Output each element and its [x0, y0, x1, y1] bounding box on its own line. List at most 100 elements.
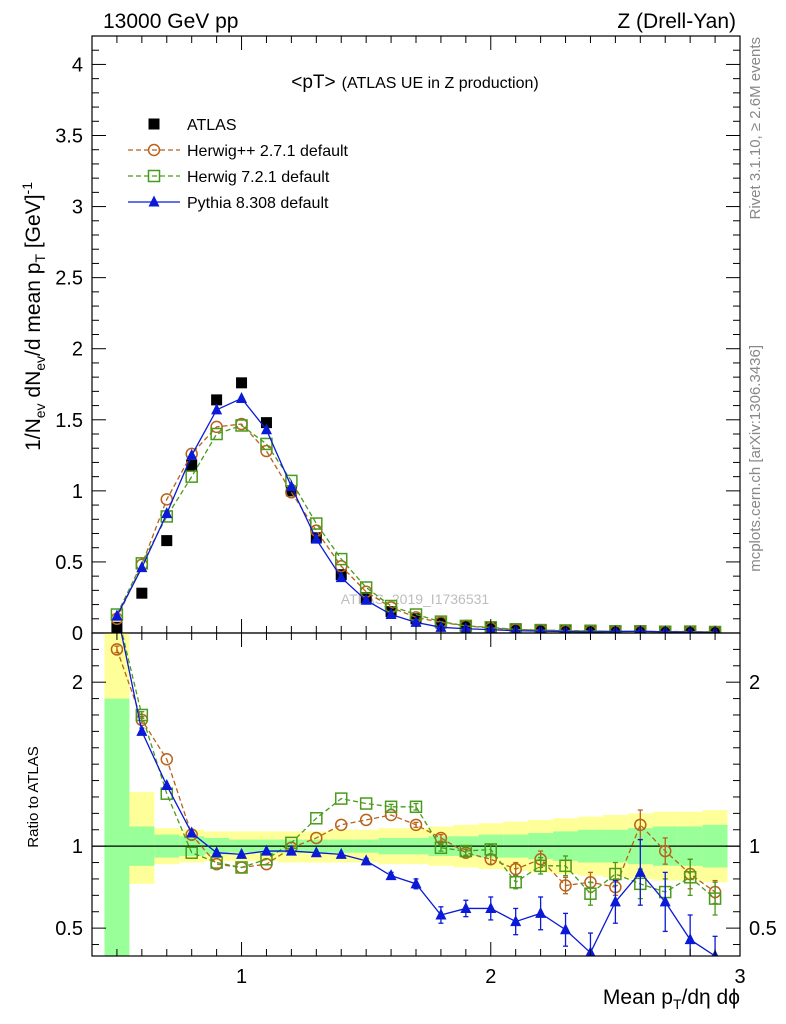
ratio-point — [560, 923, 572, 935]
ratio-point — [235, 861, 248, 874]
y-tick-label-main: 2 — [72, 339, 83, 361]
ratio-point — [559, 879, 572, 892]
x-tick-label: 3 — [734, 966, 745, 988]
legend-marker — [148, 195, 160, 207]
data-point — [236, 377, 248, 389]
legend-label: Pythia 8.308 default — [187, 195, 329, 212]
legend-marker — [147, 169, 161, 183]
ratio-point — [310, 831, 323, 845]
band-stat — [104, 698, 130, 956]
ratio-point — [459, 844, 473, 858]
ratio-point — [634, 818, 647, 832]
y-tick-label-main: 2.5 — [55, 268, 83, 290]
series-line — [116, 423, 716, 633]
data-point — [334, 552, 348, 566]
data-point — [260, 444, 273, 458]
data-point — [211, 403, 223, 415]
y-tick-label-main: 3 — [72, 197, 83, 219]
x-axis-label: Mean pT/dη dϕ — [603, 986, 740, 1012]
ratio-point — [135, 708, 149, 722]
data-point — [260, 417, 272, 429]
legend-label: Herwig++ 2.7.1 default — [187, 143, 349, 160]
data-point — [310, 517, 323, 530]
ratio-point — [584, 887, 597, 900]
ratio-point — [409, 800, 423, 814]
ratio-point — [211, 846, 223, 858]
data-point — [385, 608, 397, 620]
y-tick-label-ratio-right: 2 — [749, 672, 760, 694]
ratio-point — [509, 862, 522, 876]
y-tick-label-ratio-right: 1 — [749, 836, 760, 858]
data-point — [210, 427, 223, 441]
watermark: ATLAS_2019_I1736531 — [341, 591, 490, 607]
ratio-point — [359, 797, 373, 810]
data-point — [236, 391, 248, 403]
ratio-point — [410, 877, 422, 889]
header-left: 13000 GeV pp — [103, 10, 238, 33]
ratio-point — [609, 895, 621, 907]
ratio-point — [535, 906, 547, 918]
data-point — [161, 507, 173, 519]
side-label-top: Rivet 3.1.10, ≥ 2.6M events — [747, 37, 764, 220]
main-panel: ATLAS_2019_I1736531 0 0.5 1 1.5 2 2.5 3 3.5 4 <p… — [19, 35, 741, 645]
data-point — [136, 587, 148, 599]
ratio-point — [658, 844, 672, 858]
y-tick-label-main: 0 — [72, 623, 83, 645]
ratio-point — [186, 826, 198, 838]
ratio-line — [120, 633, 716, 956]
ratio-point — [285, 844, 297, 856]
data-point — [186, 448, 198, 460]
ratio-point — [485, 901, 497, 913]
ratio-point — [409, 818, 423, 832]
ratio-point — [260, 844, 272, 856]
x-tick-label: 2 — [485, 966, 496, 988]
plot-subtitle: (ATLAS UE in Z production) — [342, 75, 539, 92]
data-point — [359, 581, 373, 594]
data-point — [584, 624, 597, 633]
y-tick-label-ratio: 0.5 — [55, 918, 83, 940]
ratio-point — [334, 792, 348, 805]
y-tick-label-main: 1 — [72, 481, 83, 503]
ratio-panel: 1 2 3 0.5 0.5 1 1 2 2 Ratio to ATLAS — [25, 632, 777, 988]
ratio-point — [334, 818, 348, 832]
legend-label: ATLAS — [187, 117, 237, 134]
data-point — [210, 420, 223, 434]
data-point — [185, 470, 198, 483]
ratio-point — [708, 892, 722, 905]
ratio-point — [359, 813, 373, 827]
ratio-point — [435, 908, 447, 920]
ratio-point — [335, 847, 347, 859]
ratio-point — [534, 859, 547, 873]
ratio-point — [683, 871, 697, 884]
header-right: Z (Drell-Yan) — [617, 10, 736, 33]
ratio-point — [360, 854, 372, 866]
ratio-point — [634, 865, 646, 877]
ratio-point — [185, 846, 198, 859]
ratio-point — [659, 895, 671, 907]
plot-title-main: <pT> — [291, 72, 335, 93]
y-tick-label-main: 0.5 — [55, 552, 83, 574]
data-point — [335, 571, 347, 583]
ratio-point — [310, 812, 323, 825]
data-point — [161, 535, 173, 547]
legend-label: Herwig 7.2.1 default — [187, 169, 330, 186]
ratio-point — [684, 933, 696, 945]
ratio-point — [160, 752, 174, 766]
plot-title: <pT> (ATLAS UE in Z production) — [291, 72, 538, 93]
y-tick-label-ratio: 2 — [72, 672, 83, 694]
ratio-frame — [91, 632, 741, 957]
data-point — [285, 480, 297, 492]
x-tick-label: 1 — [236, 966, 247, 988]
data-point — [235, 419, 248, 432]
data-point — [310, 532, 322, 544]
side-label-bottom: mcplots.cern.ch [arXiv:1306.3436] — [747, 345, 764, 572]
y-axis-label-main: 1/Nev dNev/d mean pT [GeV]-1 — [19, 182, 48, 451]
data-point — [186, 459, 198, 471]
ratio-point — [236, 847, 248, 859]
data-point — [111, 609, 123, 621]
legend-marker — [148, 118, 160, 130]
y-tick-label-main: 1.5 — [55, 410, 83, 432]
ratio-point — [110, 643, 124, 656]
ratio-point — [136, 724, 148, 736]
